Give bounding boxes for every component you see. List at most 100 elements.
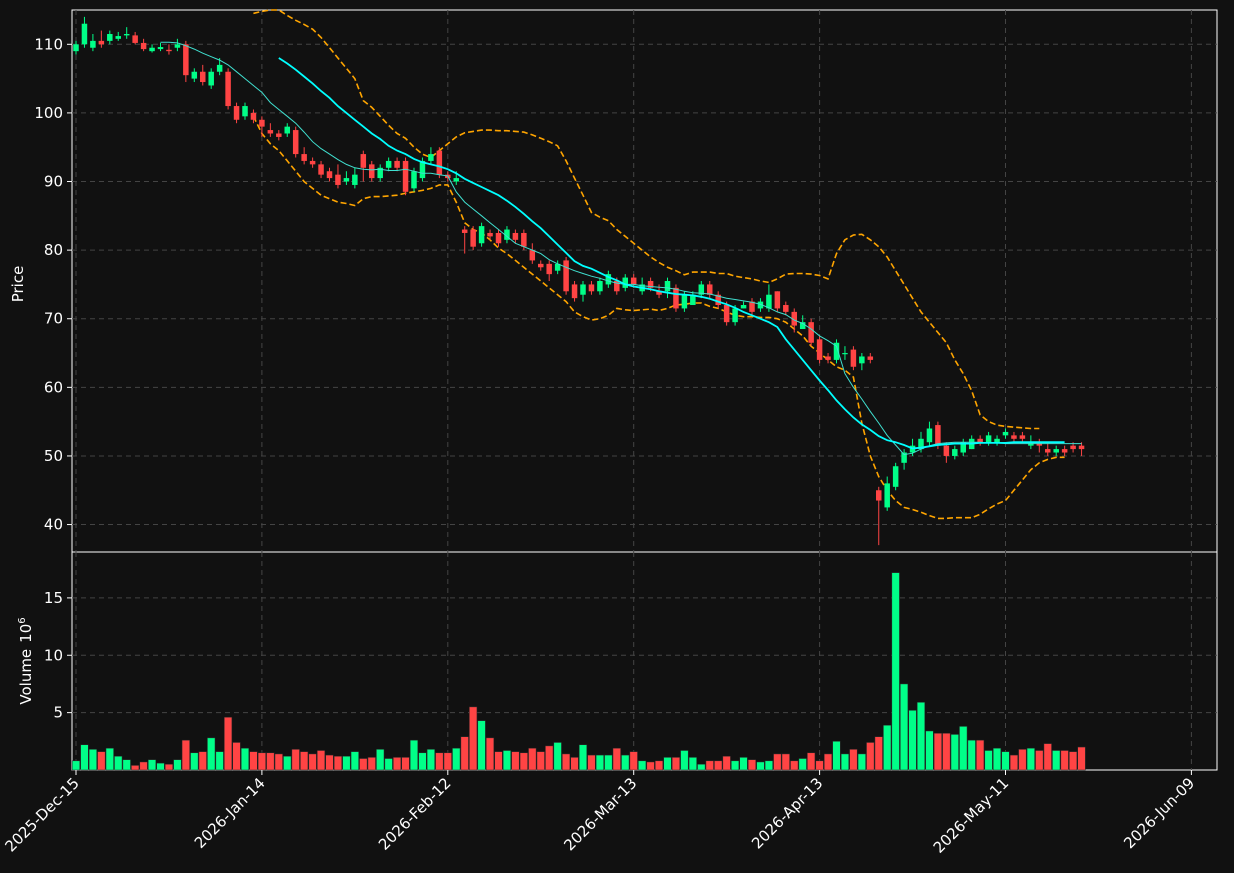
candle-up-body bbox=[453, 178, 459, 182]
candle-down-body bbox=[487, 232, 493, 237]
candle-down-body bbox=[546, 263, 552, 275]
volume-bar-down bbox=[139, 761, 148, 771]
candle-up-body bbox=[208, 71, 214, 86]
x-tick-label: 2026-Jun-09 bbox=[1120, 774, 1198, 852]
volume-bar-down bbox=[257, 752, 266, 771]
volume-bar-up bbox=[452, 747, 461, 771]
volume-bar-up bbox=[984, 750, 993, 771]
volume-bar-up bbox=[595, 754, 604, 771]
volume-bar-up bbox=[857, 753, 866, 771]
volume-bar-down bbox=[435, 752, 444, 771]
price-tick-label: 100 bbox=[34, 104, 63, 122]
candle-down-body bbox=[309, 160, 316, 165]
volume-bar-up bbox=[240, 747, 250, 771]
candle-down-body bbox=[529, 250, 536, 261]
bollinger-bands bbox=[252, 9, 1065, 520]
candle-down-body bbox=[808, 322, 814, 343]
volume-bar-up bbox=[342, 755, 351, 771]
candle-down-body bbox=[225, 71, 231, 107]
candle-up-body bbox=[884, 483, 890, 508]
price-tick-label: 40 bbox=[44, 516, 63, 534]
candle-up-body bbox=[1002, 431, 1009, 436]
volume-bar-up bbox=[764, 760, 773, 771]
candle-down-body bbox=[318, 164, 324, 175]
candle-down-body bbox=[867, 356, 874, 360]
volume-bar-down bbox=[646, 761, 655, 771]
candle-down-body bbox=[876, 490, 882, 501]
volume-bar-up bbox=[916, 702, 926, 771]
volume-bar-up bbox=[680, 750, 689, 771]
price-tick-label: 80 bbox=[44, 241, 63, 259]
candle-down-body bbox=[276, 133, 282, 137]
candle-up-body bbox=[664, 281, 671, 292]
candle-up-body bbox=[385, 160, 392, 168]
volume-bar-up bbox=[156, 762, 165, 771]
volume-bar-up bbox=[840, 753, 850, 771]
volume-bar-down bbox=[773, 753, 782, 771]
candle-up-body bbox=[597, 281, 603, 292]
candle-down-body bbox=[369, 164, 375, 179]
volume-bar-down bbox=[545, 745, 554, 771]
candle-up-body bbox=[554, 263, 561, 271]
candle-down-body bbox=[749, 301, 755, 312]
volume-bar-down bbox=[359, 758, 368, 771]
candle-up-body bbox=[985, 435, 992, 443]
candle-up-body bbox=[284, 126, 290, 134]
volume-bar-down bbox=[443, 752, 452, 771]
volume-panel-frame bbox=[71, 551, 1218, 771]
volume-bar-up bbox=[80, 744, 89, 771]
volume-bar-up bbox=[105, 747, 114, 771]
candle-down-body bbox=[326, 171, 333, 179]
candle-up-body bbox=[740, 305, 747, 309]
volume-bar-down bbox=[1018, 749, 1027, 771]
candle-down-body bbox=[1045, 449, 1051, 453]
volume-bar-down bbox=[511, 751, 520, 771]
volume-bar-up bbox=[731, 760, 740, 771]
candlesticks bbox=[73, 16, 1085, 546]
x-tick-label: 2026-Jan-14 bbox=[191, 774, 269, 852]
candle-up-body bbox=[107, 34, 113, 41]
volume-bar-up bbox=[798, 758, 807, 771]
candle-up-body bbox=[149, 47, 155, 52]
volume-axis-exponent-base: 10 bbox=[17, 624, 35, 643]
price-tick-label: 70 bbox=[44, 310, 63, 328]
x-tick-label: 2026-Mar-13 bbox=[560, 774, 640, 854]
volume-bar-down bbox=[612, 747, 621, 771]
volume-bar-up bbox=[925, 730, 934, 771]
price-tick-label: 110 bbox=[34, 35, 63, 53]
candle-down-body bbox=[1019, 435, 1026, 439]
candle-down-body bbox=[402, 160, 409, 192]
candle-up-body bbox=[90, 40, 96, 48]
volume-bar-down bbox=[181, 739, 190, 771]
volume-bar-down bbox=[1077, 746, 1086, 771]
volume-bar-down bbox=[747, 759, 757, 771]
candle-down-body bbox=[259, 119, 265, 127]
volume-bar-down bbox=[249, 751, 258, 771]
volume-bar-down bbox=[866, 742, 875, 771]
candle-up-body bbox=[81, 23, 88, 45]
volume-bar-up bbox=[88, 749, 97, 771]
x-tick-label: 2026-May-11 bbox=[930, 774, 1013, 857]
candle-down-body bbox=[1070, 445, 1076, 450]
volume-bar-up bbox=[207, 737, 216, 771]
volume-bar-down bbox=[807, 752, 816, 771]
volume-bar-up bbox=[426, 749, 435, 771]
candle-down-body bbox=[825, 356, 831, 360]
candle-up-body bbox=[901, 452, 907, 463]
candle-up-body bbox=[926, 428, 933, 443]
candle-up-body bbox=[681, 294, 688, 309]
volume-bar-up bbox=[384, 758, 393, 771]
volume-bar-up bbox=[553, 742, 562, 771]
volume-bar-up bbox=[950, 734, 959, 771]
volume-bar-down bbox=[367, 757, 376, 771]
candle-up-body bbox=[952, 449, 958, 456]
x-tick-label: 2025-Dec-15 bbox=[1, 774, 82, 855]
volume-bar-down bbox=[629, 751, 638, 771]
price-tick-label: 50 bbox=[44, 447, 63, 465]
candle-up-body bbox=[605, 274, 612, 285]
volume-bar-down bbox=[393, 757, 402, 771]
volume-bar-down bbox=[486, 737, 495, 771]
volume-bar-up bbox=[688, 757, 697, 771]
x-tick-label: 2026-Feb-12 bbox=[375, 774, 455, 854]
volume-bar-down bbox=[933, 733, 942, 771]
